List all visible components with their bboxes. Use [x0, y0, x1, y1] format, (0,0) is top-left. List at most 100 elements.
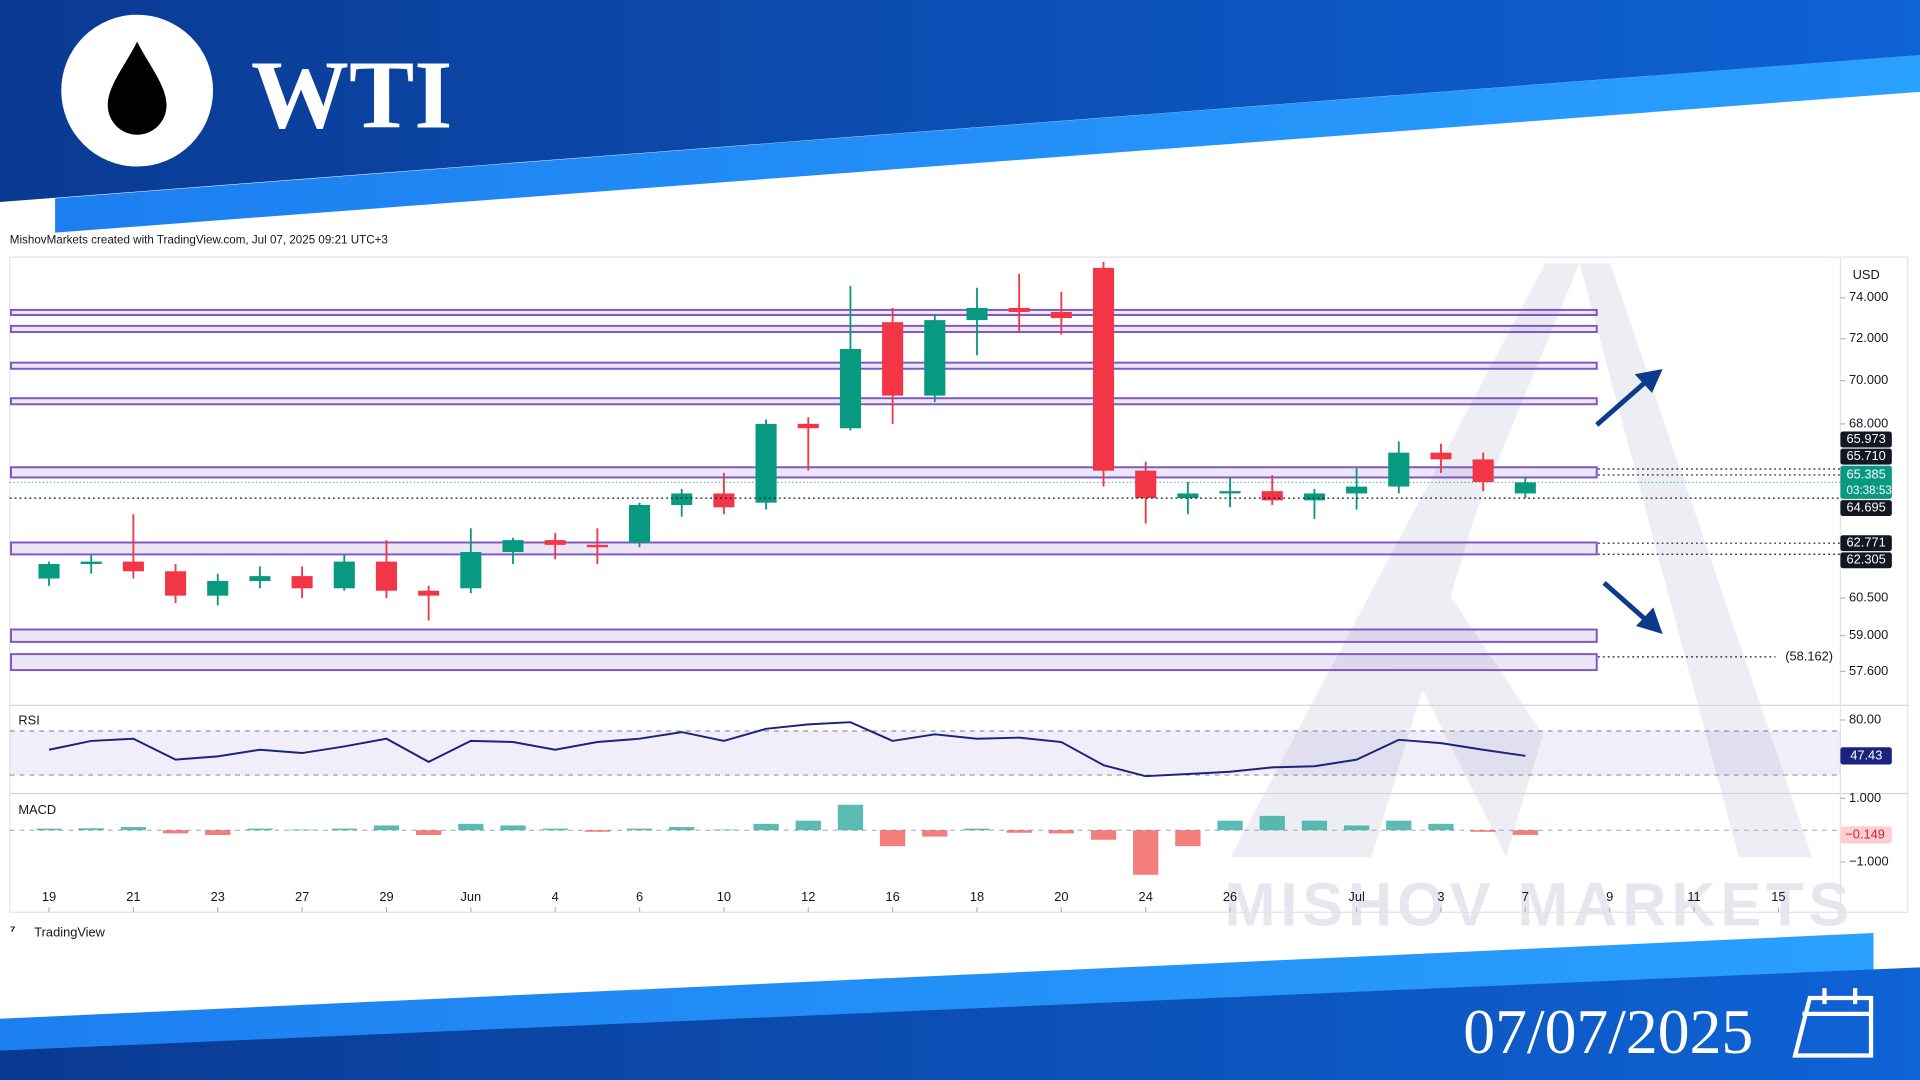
- candle-body: [1303, 493, 1325, 501]
- candle-body: [1430, 452, 1452, 460]
- footer-stripe: [0, 933, 1874, 1054]
- x-tick-label: 29: [379, 889, 393, 904]
- x-tick-label: 26: [1223, 889, 1237, 904]
- macd-bar: [1470, 830, 1496, 832]
- rsi-line: [48, 721, 1526, 778]
- macd-bar: [1217, 820, 1243, 831]
- candle-body: [375, 561, 398, 591]
- macd-bar: [922, 830, 948, 837]
- macd-bar: [542, 828, 568, 831]
- macd-bar: [1428, 823, 1454, 831]
- macd-bar: [500, 825, 526, 831]
- candle-body: [1135, 470, 1157, 499]
- candle-body: [1388, 452, 1410, 487]
- candle-body: [839, 349, 861, 429]
- macd-bar: [120, 827, 147, 831]
- countdown-label: 03:38:53: [1847, 484, 1892, 497]
- candle-body: [460, 552, 482, 589]
- macd-bar: [1133, 830, 1159, 875]
- x-tick-label: 9: [1606, 889, 1613, 904]
- sr-zone: [10, 541, 1598, 556]
- level-box: [1840, 431, 1892, 448]
- level-box: [1840, 552, 1892, 569]
- attribution: MishovMarkets created with TradingView.c…: [10, 234, 388, 247]
- last-value-label: −0.149: [1845, 826, 1885, 841]
- macd-bar: [1006, 830, 1032, 833]
- last-value-box: [1840, 747, 1892, 765]
- y-tick-label: 74.000: [1849, 289, 1888, 304]
- candle-body: [586, 544, 608, 548]
- pane-title: MACD: [18, 802, 56, 817]
- currency-label: USD: [1853, 267, 1880, 282]
- footer-band: [0, 967, 1920, 1080]
- y-tick-label: 57.600: [1849, 663, 1888, 678]
- x-tick-label: 21: [126, 889, 140, 904]
- macd-bar: [753, 823, 779, 831]
- candle-body: [1514, 482, 1536, 494]
- macd-bar: [331, 828, 357, 831]
- x-tick-label: 27: [295, 889, 309, 904]
- macd-bar: [1386, 820, 1412, 831]
- x-tick-label: 10: [717, 889, 731, 904]
- pane-title: RSI: [18, 713, 39, 728]
- candle-body: [1092, 267, 1115, 471]
- candle-body: [165, 571, 187, 596]
- y-tick-label: −1.000: [1849, 853, 1889, 868]
- x-tick-label: 6: [636, 889, 643, 904]
- candle-body: [966, 307, 988, 321]
- x-tick-label: 23: [211, 889, 225, 904]
- macd-bar: [36, 828, 62, 831]
- x-tick-label: 3: [1437, 889, 1444, 904]
- level-box: [1840, 448, 1892, 465]
- candle-body: [1346, 486, 1368, 494]
- macd-bar: [879, 830, 906, 847]
- macd-bar: [711, 829, 737, 831]
- candle-body: [249, 576, 271, 581]
- candle-body: [291, 576, 313, 589]
- header-band: [0, 0, 1920, 203]
- level-box-label: 64.695: [1847, 499, 1886, 514]
- sr-zone: [10, 361, 1598, 370]
- sr-zone: [10, 628, 1598, 643]
- sr-zone: [10, 308, 1598, 316]
- macd-bar: [1512, 830, 1538, 835]
- level-box: [1840, 535, 1892, 552]
- candle-body: [671, 493, 693, 505]
- y-tick-label: 1.000: [1849, 790, 1881, 805]
- macd-bar: [584, 830, 611, 832]
- y-tick-label: 68.000: [1849, 415, 1888, 430]
- y-tick-label: 60.500: [1849, 590, 1888, 605]
- candle-body: [80, 561, 102, 565]
- last-value-box: [1840, 826, 1892, 844]
- macd-bar: [626, 828, 653, 831]
- brand: TradingView: [34, 925, 105, 940]
- candle-body: [38, 564, 60, 579]
- macd-bar: [669, 827, 695, 831]
- x-tick-label: 20: [1054, 889, 1068, 904]
- down-arrow: [1602, 581, 1663, 634]
- x-tick-label: 15: [1771, 889, 1785, 904]
- y-tick-label: 72.000: [1849, 330, 1888, 345]
- header-stripe: [55, 55, 1920, 233]
- y-tick-label: 80.00: [1849, 711, 1881, 726]
- macd-bar: [205, 830, 231, 835]
- sr-zone: [10, 466, 1598, 479]
- candle-body: [207, 580, 229, 596]
- candle-body: [797, 423, 819, 429]
- macd-bar: [1090, 830, 1117, 840]
- candle-body: [1219, 491, 1241, 494]
- sr-zone: [10, 653, 1598, 672]
- candle-body: [1261, 491, 1283, 501]
- oil-drop-icon: [107, 41, 167, 135]
- macd-bar: [78, 828, 104, 831]
- macd-bar: [1343, 825, 1370, 831]
- brand-mark: ⁷: [10, 924, 16, 940]
- macd-bar: [289, 829, 315, 831]
- candle-body: [1177, 493, 1199, 499]
- level-box-label: 62.305: [1847, 552, 1886, 567]
- macd-bar: [1048, 830, 1074, 834]
- candle-body: [333, 561, 355, 589]
- level-label: (58.162): [1785, 648, 1833, 663]
- up-arrow: [1595, 368, 1663, 427]
